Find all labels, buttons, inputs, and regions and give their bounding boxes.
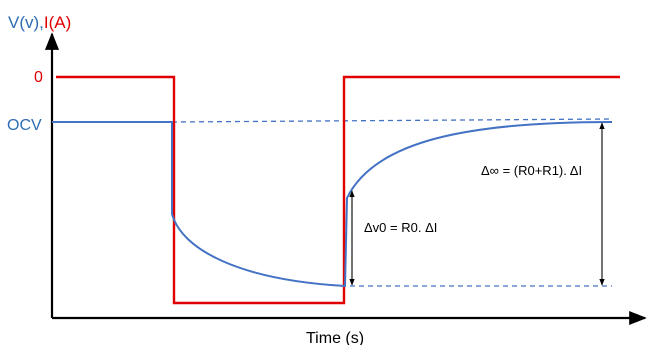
- ocv-dashed-line: [171, 118, 613, 123]
- y-axis-title: V(v),I(A): [8, 13, 71, 32]
- ocv-level-label: OCV: [7, 117, 42, 134]
- y-axis-current-label: I(A): [44, 13, 71, 32]
- zero-level-label: 0: [34, 69, 43, 86]
- delta-inf-label: Δ∞ = (R0+R1). ΔI: [481, 163, 582, 178]
- voltage-response-curve: [52, 121, 613, 288]
- delta-v0-label: Δv0 = R0. ΔI: [364, 220, 437, 235]
- x-axis-label: Time (s): [306, 330, 364, 345]
- current-pulse-curve: [56, 75, 620, 305]
- y-axis-voltage-label: V(v),: [8, 13, 44, 32]
